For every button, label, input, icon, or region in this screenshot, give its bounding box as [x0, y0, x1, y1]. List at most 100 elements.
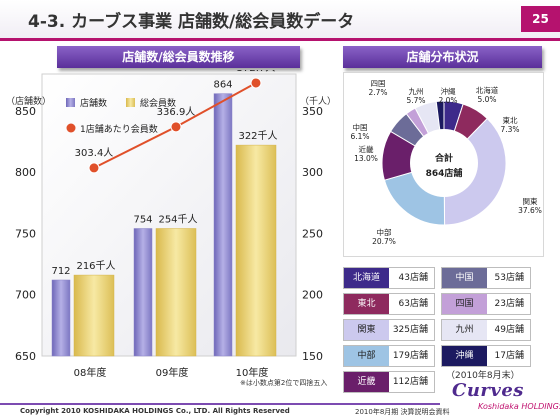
region-name: 東北	[344, 294, 389, 314]
legend-store-count: 店舗数	[80, 97, 107, 109]
pie-slice-name: 九州	[409, 87, 424, 96]
members-per-store-label: 303.4人	[75, 147, 114, 159]
pie-section-heading: 店舗分布状況	[343, 46, 542, 68]
legend-member-count: 総会員数	[140, 97, 176, 109]
region-store-count: 112店舗	[392, 377, 428, 387]
region-cell: 近畿 112店舗	[343, 371, 435, 393]
region-name: 北海道	[344, 268, 389, 288]
store-count-label: 864	[213, 80, 232, 91]
combo-chart: （店舗数） （千人） 650 700 750 800 850 150 200 250 300 3…	[6, 70, 336, 379]
region-store-count: 179店舗	[392, 351, 428, 361]
region-store-count: 49店舗	[494, 325, 524, 335]
member-count-bar	[235, 144, 277, 357]
pie-center-total-label: 合計	[435, 152, 453, 164]
pie-slice-name: 四国	[371, 79, 386, 88]
member-count-label: 216千人	[76, 260, 115, 272]
right-axis-tick: 200	[302, 289, 323, 302]
pie-slice-name: 関東	[523, 196, 538, 206]
pie-slice-percent: 5.7%	[406, 96, 425, 105]
region-cell: 中部 179店舗	[343, 345, 435, 367]
pie-slice-percent: 20.7%	[372, 237, 396, 246]
footer-note: 2010年8月期 決算説明会資料	[355, 408, 450, 416]
region-cell: 東北 63店舗	[343, 293, 435, 315]
x-axis-label: 10年度	[236, 366, 269, 379]
region-cell: 中国 53店舗	[441, 267, 531, 289]
page-title: 4-3. カーブス事業 店舗数/総会員数データ	[28, 12, 355, 32]
rounding-note: ※は小数点第2位で四捨五入	[240, 379, 328, 387]
legend-swatch-store-count	[66, 98, 75, 107]
as-of-date: （2010年8月末）	[446, 371, 520, 381]
right-axis-tick: 350	[302, 105, 323, 118]
store-count-label: 754	[133, 214, 152, 225]
region-cell: 沖縄 17店舗	[441, 345, 531, 367]
member-count-label: 254千人	[158, 213, 197, 225]
pie-slice-name: 中部	[377, 227, 392, 237]
store-count-label: 712	[51, 266, 70, 277]
right-axis-tick: 300	[302, 166, 323, 179]
pie-slice-percent: 5.0%	[477, 95, 496, 104]
region-store-count: 23店舗	[494, 299, 524, 309]
left-axis-tick: 800	[15, 166, 36, 179]
left-axis-tick: 700	[15, 289, 36, 302]
region-store-count: 325店舗	[392, 325, 428, 335]
region-store-count: 63店舗	[398, 299, 428, 309]
left-axis-tick: 750	[15, 227, 36, 240]
pie-slice-percent: 6.1%	[350, 132, 369, 141]
pie-slice-percent: 13.0%	[354, 154, 378, 163]
right-axis-tick: 150	[302, 350, 323, 363]
region-name: 四国	[442, 294, 487, 314]
pie-slice-name: 近畿	[359, 144, 374, 154]
pie-slice-name: 中国	[353, 122, 368, 132]
region-name: 沖縄	[442, 346, 487, 366]
region-name: 近畿	[344, 372, 389, 392]
store-count-bar	[51, 279, 71, 357]
member-count-label: 322千人	[238, 130, 277, 142]
region-store-count: 53店舗	[494, 273, 524, 283]
members-per-store-point	[170, 121, 182, 133]
store-count-bar	[213, 93, 233, 357]
pie-slice-percent: 2.7%	[368, 88, 387, 97]
region-cell: 北海道 43店舗	[343, 267, 435, 289]
x-axis-label: 09年度	[156, 366, 189, 379]
pie-slice-name: 北海道	[476, 85, 499, 95]
legend-swatch-members-per-store	[66, 123, 76, 133]
region-cell: 四国 23店舗	[441, 293, 531, 315]
title-divider	[0, 38, 560, 41]
members-per-store-point	[88, 162, 100, 174]
right-axis-tick: 250	[302, 227, 323, 240]
right-axis-unit: （千人）	[300, 96, 336, 107]
copyright-text: Copyright 2010 KOSHIDAKA HOLDINGS Co., L…	[20, 407, 290, 415]
x-axis-label: 08年度	[74, 366, 107, 379]
region-store-count: 17店舗	[494, 351, 524, 361]
region-name: 中国	[442, 268, 487, 288]
region-name: 関東	[344, 320, 389, 340]
region-name: 九州	[442, 320, 487, 340]
member-count-bar	[155, 228, 197, 357]
members-per-store-label: 372.7人	[237, 70, 276, 74]
region-cell: 九州 49店舗	[441, 319, 531, 341]
region-name: 中部	[344, 346, 389, 366]
koshidaka-logo: Koshidaka HOLDINGS	[478, 402, 560, 411]
title-bar	[0, 0, 560, 38]
pie-hole	[410, 129, 478, 197]
left-axis-tick: 650	[15, 350, 36, 363]
pie-center-total-value: 864店舗	[426, 167, 463, 179]
curves-logo: Curves	[452, 380, 524, 401]
left-axis-unit: （店舗数）	[6, 95, 51, 107]
legend-swatch-member-count	[126, 98, 135, 107]
pie-slice-name: 沖縄	[441, 86, 456, 96]
left-axis-tick: 850	[15, 105, 36, 118]
pie-slice-name: 東北	[503, 115, 518, 125]
chart-section-heading: 店舗数/総会員数推移	[57, 46, 300, 68]
region-cell: 関東 325店舗	[343, 319, 435, 341]
footer-divider	[0, 403, 440, 405]
members-per-store-label: 336.9人	[157, 106, 196, 118]
legend-members-per-store: 1店舗あたり会員数	[80, 123, 158, 135]
member-count-bar	[73, 274, 115, 357]
store-count-bar	[133, 228, 153, 357]
pie-slice-percent: 2.0%	[438, 96, 457, 105]
pie-panel: 合計 864店舗 北海道 5.0% 東北 7.3% 関東 37.6% 中部 20.7% 近畿 13…	[343, 72, 544, 257]
page-number: 25	[521, 6, 560, 32]
members-per-store-point	[250, 77, 262, 89]
